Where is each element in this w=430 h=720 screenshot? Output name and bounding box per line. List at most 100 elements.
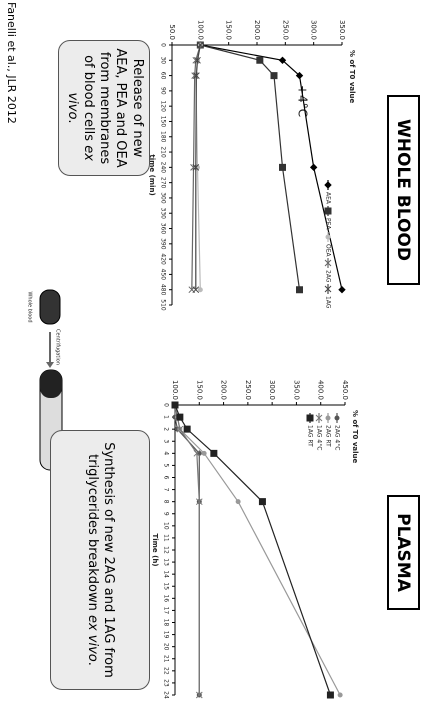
x-tick-label: 21 bbox=[163, 655, 170, 663]
y-tick-label: 150.0 bbox=[225, 20, 233, 40]
note-text: Synthesis of new 2AG and 1AG from trigly… bbox=[84, 437, 117, 683]
legend-label: 2AG 4°C bbox=[334, 425, 341, 450]
series-line bbox=[175, 405, 330, 695]
note-text-part: . bbox=[65, 119, 80, 123]
arrow-head bbox=[46, 362, 54, 368]
y-tick-label: 400.0 bbox=[317, 380, 325, 400]
marker bbox=[257, 57, 263, 63]
marker bbox=[325, 208, 331, 214]
x-tick-label: 3 bbox=[163, 439, 170, 443]
tube-label: Whole blood bbox=[27, 291, 33, 322]
x-tick-label: 9 bbox=[163, 512, 170, 516]
citation: Fanelli et al., JLR 2012 bbox=[5, 2, 18, 124]
x-tick-label: 11 bbox=[163, 534, 170, 542]
marker bbox=[177, 414, 183, 420]
note-box: Synthesis of new 2AG and 1AG from trigly… bbox=[50, 430, 150, 690]
marker bbox=[280, 164, 286, 170]
x-tick-label: 6 bbox=[163, 476, 170, 480]
x-tick-label: 19 bbox=[163, 631, 170, 639]
x-tick-label: 23 bbox=[163, 679, 170, 687]
x-tick-label: 0 bbox=[163, 403, 170, 407]
x-tick-label: 5 bbox=[163, 464, 170, 468]
legend-label: AEA bbox=[325, 192, 332, 205]
marker bbox=[202, 451, 206, 455]
y-tick-label: 450.0 bbox=[341, 380, 349, 400]
y-axis-label: % of T0 value bbox=[348, 50, 356, 103]
y-tick-label: 250.0 bbox=[244, 380, 252, 400]
marker bbox=[297, 287, 303, 293]
legend-label: 1AG bbox=[325, 296, 332, 309]
marker bbox=[338, 693, 342, 697]
y-tick-label: 200.0 bbox=[220, 380, 228, 400]
note-em: ex vivo bbox=[85, 615, 100, 662]
x-tick-label: 1 bbox=[163, 415, 170, 419]
y-tick-label: 300.0 bbox=[310, 20, 318, 40]
x-tick-label: 150 bbox=[160, 116, 167, 128]
note-box: Release of new AEA, PEA and OEA from mem… bbox=[58, 40, 150, 176]
marker bbox=[311, 164, 317, 170]
marker bbox=[259, 499, 265, 505]
heading: WHOLE BLOOD bbox=[387, 95, 420, 285]
y-tick-label: 350.0 bbox=[338, 20, 346, 40]
page: {"slide":{"headings":["WHOLE BLOOD","PLA… bbox=[0, 0, 430, 720]
x-tick-label: 14 bbox=[163, 570, 170, 578]
y-tick-label: 100.0 bbox=[196, 20, 204, 40]
x-tick-label: 17 bbox=[163, 607, 170, 615]
heading: PLASMA bbox=[387, 495, 420, 610]
x-tick-label: 210 bbox=[160, 146, 167, 158]
x-tick-label: 420 bbox=[160, 253, 167, 265]
x-tick-label: 12 bbox=[163, 546, 170, 554]
x-tick-label: 0 bbox=[160, 43, 167, 47]
x-tick-label: 16 bbox=[163, 595, 170, 603]
marker bbox=[339, 287, 345, 293]
x-tick-label: 15 bbox=[163, 582, 170, 590]
x-tick-label: 300 bbox=[160, 192, 167, 204]
legend-label: 2AG RT bbox=[325, 425, 332, 447]
x-tick-label: 390 bbox=[160, 238, 167, 250]
x-tick-label: 60 bbox=[160, 72, 167, 80]
x-tick-label: 18 bbox=[163, 619, 170, 627]
y-tick-label: 250.0 bbox=[281, 20, 289, 40]
marker bbox=[335, 416, 339, 420]
y-tick-label: 300.0 bbox=[268, 380, 276, 400]
marker bbox=[326, 235, 330, 239]
series-line bbox=[175, 405, 199, 695]
marker bbox=[326, 416, 330, 420]
x-tick-label: 10 bbox=[163, 522, 170, 530]
x-axis-label: Time (h) bbox=[151, 533, 159, 566]
marker bbox=[184, 426, 190, 432]
x-tick-label: 24 bbox=[163, 691, 170, 699]
arrow-label: Centrifugation bbox=[55, 329, 61, 365]
marker bbox=[198, 288, 202, 292]
marker bbox=[325, 182, 331, 188]
tube-cells bbox=[40, 370, 62, 398]
x-tick-label: 7 bbox=[163, 488, 170, 492]
x-tick-label: 8 bbox=[163, 500, 170, 504]
legend-label: 2AG bbox=[325, 270, 332, 283]
tube-whole-blood bbox=[40, 290, 60, 324]
note-text-part: . bbox=[85, 662, 100, 666]
x-tick-label: 2 bbox=[163, 427, 170, 431]
x-tick-label: 360 bbox=[160, 223, 167, 235]
annotation: +4°C bbox=[296, 85, 310, 117]
x-tick-label: 180 bbox=[160, 131, 167, 143]
y-tick-label: 150.0 bbox=[195, 380, 203, 400]
marker bbox=[211, 450, 217, 456]
y-tick-label: 350.0 bbox=[292, 380, 300, 400]
y-tick-label: 50.0 bbox=[168, 24, 176, 40]
x-tick-label: 330 bbox=[160, 208, 167, 220]
x-tick-label: 480 bbox=[160, 284, 167, 296]
marker bbox=[327, 692, 333, 698]
legend-label: 1AG RT bbox=[307, 425, 314, 447]
x-tick-label: 4 bbox=[163, 451, 170, 455]
marker bbox=[307, 415, 313, 421]
y-tick-label: 200.0 bbox=[253, 20, 261, 40]
series-line bbox=[200, 45, 342, 290]
x-tick-label: 450 bbox=[160, 269, 167, 281]
x-tick-label: 120 bbox=[160, 100, 167, 112]
legend-label: OEA bbox=[325, 244, 332, 258]
x-tick-label: 270 bbox=[160, 177, 167, 189]
marker bbox=[236, 500, 240, 504]
note-text: Release of new AEA, PEA and OEA from mem… bbox=[63, 47, 144, 169]
legend-label: PEA bbox=[325, 218, 332, 230]
